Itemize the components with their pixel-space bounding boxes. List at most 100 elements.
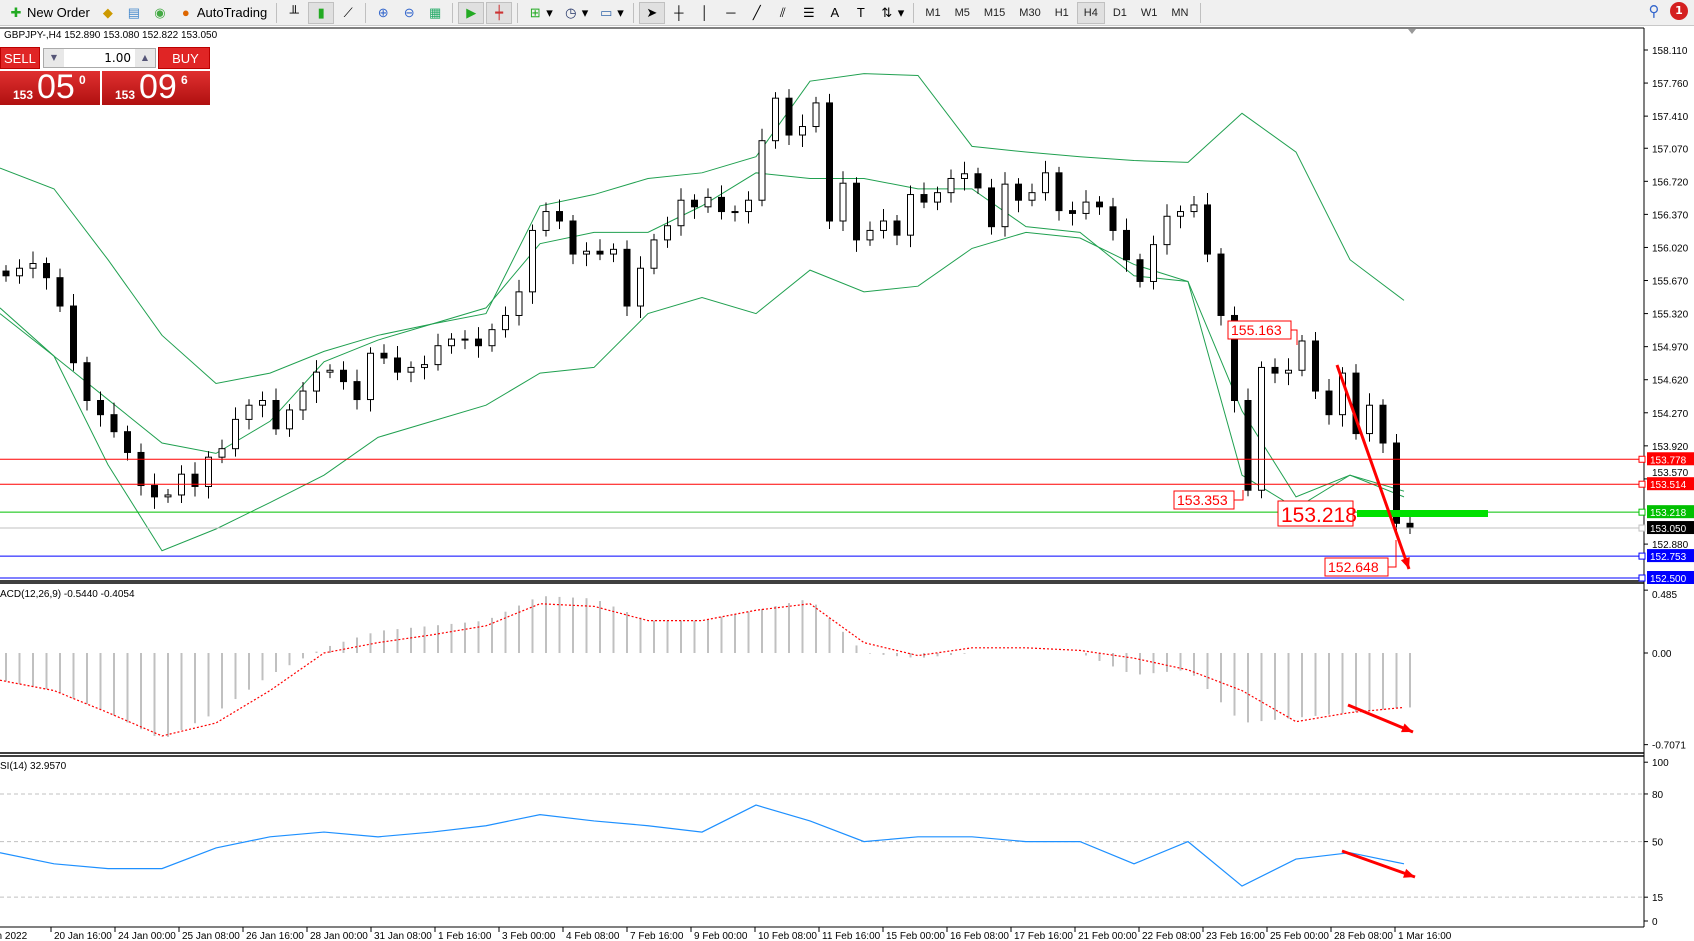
candle-bearish: [785, 97, 793, 136]
buy-price-button[interactable]: 153 09 6: [102, 68, 210, 106]
candle-bearish: [1244, 399, 1252, 491]
candle-bullish: [934, 192, 941, 203]
candle-bearish: [893, 220, 901, 236]
database-icon: ▤: [127, 4, 140, 20]
time-tick-label: 24 Jan 00:00: [118, 931, 176, 941]
level-handle: [1638, 508, 1646, 516]
candle-bearish: [920, 194, 928, 203]
candle-bearish: [596, 250, 604, 255]
templates-button[interactable]: ▭ ▾: [600, 4, 624, 20]
time-tick-label: 28 Jan 00:00: [310, 931, 368, 941]
time-tick-label: 7 Feb 16:00: [630, 931, 684, 941]
fibonacci-button[interactable]: ☰: [797, 2, 821, 24]
timeframe-w1[interactable]: W1: [1140, 6, 1158, 19]
horizontal-line-button[interactable]: ─: [719, 2, 743, 24]
timeframe-m30[interactable]: M30: [1019, 6, 1041, 19]
text-button[interactable]: A: [823, 2, 847, 24]
history-button[interactable]: ▤: [122, 2, 146, 24]
timeframe-h4[interactable]: H4: [1076, 1, 1105, 24]
timeframe-mn[interactable]: MN: [1171, 6, 1189, 19]
tile-windows-button[interactable]: ▦: [423, 2, 447, 24]
chart-shift-button[interactable]: ┿: [486, 1, 513, 24]
zoom-out-button[interactable]: ⊖: [397, 2, 421, 24]
periods-button[interactable]: ◷ ▾: [559, 2, 593, 24]
candle-bullish: [704, 196, 712, 208]
signals-button[interactable]: ◉: [148, 2, 172, 24]
cursor-icon: ➤: [646, 4, 658, 20]
search-icon[interactable]: ⚲: [1648, 2, 1660, 20]
timeframe-h1[interactable]: H1: [1054, 6, 1069, 19]
timeframe-m1[interactable]: M1: [925, 6, 941, 19]
candle-bearish: [1096, 201, 1103, 208]
timeframe-m15[interactable]: M15: [983, 6, 1006, 19]
candle-bullish: [367, 352, 374, 401]
candle-bearish: [2, 270, 10, 277]
equidistant-channel-button[interactable]: ⫽: [771, 2, 795, 24]
candle-bearish: [151, 485, 158, 498]
candle-bearish: [137, 451, 145, 487]
candle-bullish: [542, 211, 550, 231]
timeframe-d1[interactable]: D1: [1112, 6, 1127, 19]
template-icon: ▭: [600, 4, 613, 20]
candle-bearish: [83, 362, 91, 401]
crosshair-button[interactable]: ┼: [667, 2, 691, 24]
buy-price-prefix: 153: [115, 88, 136, 102]
timeframe-m5[interactable]: M5: [954, 6, 970, 19]
sell-button[interactable]: SELL: [0, 47, 40, 69]
market-watch-button[interactable]: ◆: [96, 2, 120, 24]
level-handle: [1638, 574, 1646, 582]
crosshair-icon: ┼: [674, 4, 684, 20]
lot-size-stepper[interactable]: ▼ 1.00 ▲: [43, 48, 156, 68]
bollinger-middle-band: [0, 172, 1405, 498]
lot-size-input[interactable]: 1.00: [104, 51, 131, 65]
buy-button[interactable]: BUY: [158, 47, 210, 69]
sell-price-button[interactable]: 153 05 0: [0, 68, 100, 106]
macd-down-arrow-head: [1401, 723, 1413, 733]
lot-increase-icon[interactable]: ▲: [135, 49, 155, 67]
text-label-button[interactable]: T: [849, 2, 873, 24]
candlestick-button[interactable]: ▮: [308, 1, 335, 24]
lot-decrease-icon[interactable]: ▼: [44, 49, 64, 67]
candle-bullish: [812, 102, 820, 128]
rsi-down-arrow-head: [1403, 868, 1415, 878]
candle-bearish: [718, 196, 725, 213]
price-level-label-bg: [1647, 505, 1694, 519]
new-order-button[interactable]: ✚ New Order: [4, 2, 94, 24]
notification-badge[interactable]: 1: [1670, 2, 1688, 20]
candle-bullish: [16, 267, 23, 277]
indicators-button[interactable]: ⊞ ▾: [523, 2, 557, 24]
autotrading-button[interactable]: ● AutoTrading: [174, 2, 271, 24]
autoscroll-button[interactable]: ▶: [458, 1, 485, 24]
trendline-button[interactable]: ╱: [745, 2, 769, 24]
vertical-line-button[interactable]: │: [693, 2, 717, 24]
line-chart-icon: ⟋: [343, 4, 353, 20]
candle-bearish: [1069, 210, 1076, 214]
line-chart-button[interactable]: ⟋: [336, 2, 360, 24]
candle-bearish: [1204, 204, 1211, 255]
candle-bullish: [286, 409, 293, 430]
rsi-tick-label: 100: [1652, 758, 1669, 769]
candle-bullish: [610, 248, 617, 255]
rsi-label: SI(14) 32.9570: [0, 761, 67, 772]
candle-bullish: [1366, 404, 1373, 435]
separator: [913, 2, 915, 23]
trendline-icon: ╱: [752, 4, 761, 20]
candle-bearish: [1109, 206, 1117, 231]
candle-bearish: [272, 399, 280, 430]
autoscroll-icon: ▶: [466, 4, 477, 20]
candle-bearish: [974, 173, 982, 189]
rsi-tick-label: 0: [1652, 917, 1658, 928]
candle-bullish: [502, 314, 509, 331]
candle-bullish: [1028, 192, 1036, 201]
bar-chart-button[interactable]: ╨: [282, 2, 306, 24]
zoom-out-icon: ⊖: [403, 4, 415, 20]
chart-shift-marker: [1408, 29, 1416, 34]
one-click-trading-panel: SELL ▼ 1.00 ▲ BUY 153 05 0 153 09 6: [0, 47, 210, 106]
cursor-button[interactable]: ➤: [638, 1, 665, 24]
price-level-label: 152.753: [1650, 552, 1687, 563]
price-tick-label: 154.620: [1652, 376, 1689, 387]
candle-bullish: [1190, 204, 1198, 213]
arrows-button[interactable]: ⇅ ▾: [875, 2, 909, 24]
zoom-in-button[interactable]: ⊕: [371, 2, 395, 24]
